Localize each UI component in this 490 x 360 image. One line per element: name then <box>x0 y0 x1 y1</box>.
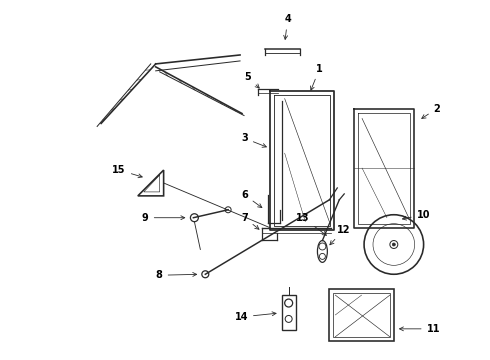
Text: 13: 13 <box>296 213 326 235</box>
Text: 7: 7 <box>241 213 259 229</box>
Text: 11: 11 <box>399 324 440 334</box>
Text: 4: 4 <box>284 14 291 39</box>
Text: 9: 9 <box>142 213 185 223</box>
Text: 15: 15 <box>112 165 142 178</box>
Text: 1: 1 <box>311 64 323 90</box>
Bar <box>282 295 295 330</box>
Bar <box>329 289 394 341</box>
Text: 6: 6 <box>241 190 262 208</box>
Circle shape <box>392 243 395 246</box>
Text: 5: 5 <box>245 72 259 88</box>
Text: 8: 8 <box>156 270 196 280</box>
Text: 14: 14 <box>235 312 276 322</box>
Text: 2: 2 <box>422 104 441 118</box>
Text: 10: 10 <box>402 210 430 220</box>
Bar <box>333 293 390 337</box>
Text: 12: 12 <box>330 225 351 245</box>
Text: 3: 3 <box>241 133 267 147</box>
